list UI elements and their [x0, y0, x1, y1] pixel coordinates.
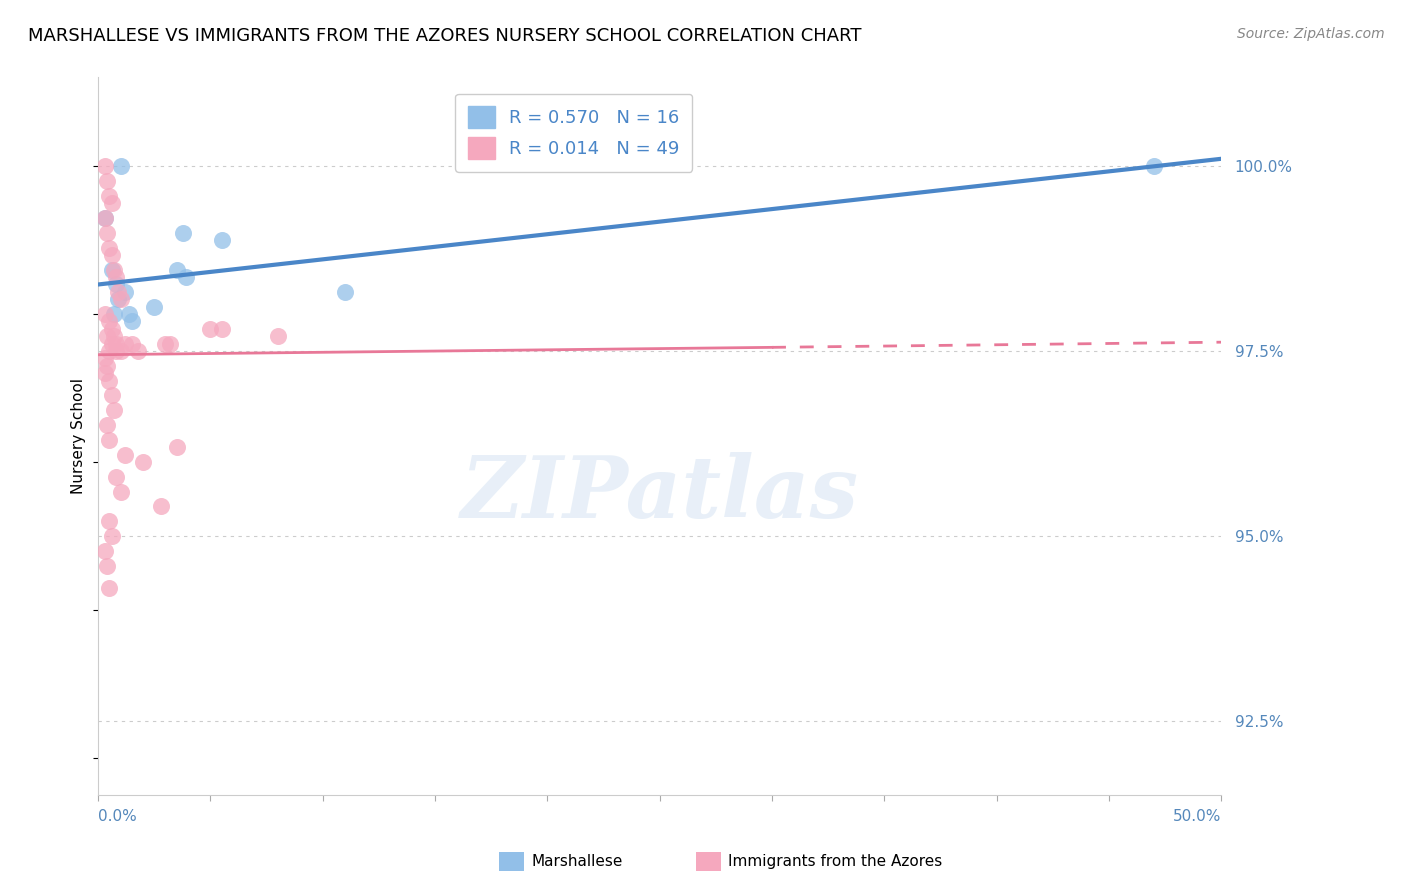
Point: [155, 336, 177, 351]
Point: [174, 270, 197, 285]
Point: [103, 307, 125, 321]
Point: [98, 344, 121, 359]
Point: [96, 359, 118, 373]
Point: [166, 262, 188, 277]
Point: [200, 322, 222, 336]
Point: [100, 529, 122, 543]
Point: [94, 211, 117, 225]
Point: [105, 277, 128, 292]
Point: [94, 307, 117, 321]
Point: [114, 285, 136, 299]
Point: [98, 240, 121, 254]
Text: Source: ZipAtlas.com: Source: ZipAtlas.com: [1237, 27, 1385, 41]
Point: [100, 196, 122, 211]
Point: [121, 336, 143, 351]
Point: [114, 448, 136, 462]
Point: [96, 558, 118, 573]
Text: 0.0%: 0.0%: [98, 809, 136, 824]
Point: [132, 455, 155, 469]
Point: [100, 388, 122, 402]
Point: [107, 293, 129, 307]
Point: [159, 336, 181, 351]
Point: [94, 159, 117, 173]
Point: [118, 307, 141, 321]
Point: [166, 440, 188, 454]
Point: [98, 581, 121, 595]
Point: [98, 188, 121, 202]
Point: [103, 262, 125, 277]
Point: [100, 322, 122, 336]
Point: [143, 300, 166, 314]
Point: [110, 293, 132, 307]
Point: [98, 514, 121, 528]
Point: [172, 226, 194, 240]
Text: ZIPatlas: ZIPatlas: [461, 451, 859, 535]
Point: [121, 314, 143, 328]
Text: MARSHALLESE VS IMMIGRANTS FROM THE AZORES NURSERY SCHOOL CORRELATION CHART: MARSHALLESE VS IMMIGRANTS FROM THE AZORE…: [28, 27, 862, 45]
Point: [94, 366, 117, 380]
Point: [267, 329, 290, 343]
Point: [96, 417, 118, 432]
Point: [105, 270, 128, 285]
Point: [98, 433, 121, 447]
Text: 50.0%: 50.0%: [1173, 809, 1222, 824]
Point: [107, 285, 129, 299]
Point: [105, 469, 128, 483]
Point: [127, 344, 149, 359]
Point: [1143, 159, 1166, 173]
Point: [110, 159, 132, 173]
Point: [100, 336, 122, 351]
Point: [100, 262, 122, 277]
Point: [96, 226, 118, 240]
Point: [114, 336, 136, 351]
Point: [211, 322, 233, 336]
Point: [94, 543, 117, 558]
Point: [105, 344, 128, 359]
Point: [335, 285, 357, 299]
Point: [98, 314, 121, 328]
Point: [98, 374, 121, 388]
Point: [94, 351, 117, 366]
Point: [149, 500, 172, 514]
Text: Immigrants from the Azores: Immigrants from the Azores: [728, 855, 942, 869]
Point: [100, 248, 122, 262]
Point: [105, 336, 128, 351]
Point: [96, 174, 118, 188]
Y-axis label: Nursery School: Nursery School: [72, 378, 86, 494]
Text: Marshallese: Marshallese: [531, 855, 623, 869]
Point: [110, 484, 132, 499]
Point: [103, 329, 125, 343]
Point: [103, 403, 125, 417]
Point: [110, 344, 132, 359]
Point: [211, 233, 233, 247]
Point: [96, 329, 118, 343]
Point: [94, 211, 117, 225]
Legend: R = 0.570   N = 16, R = 0.014   N = 49: R = 0.570 N = 16, R = 0.014 N = 49: [456, 94, 693, 172]
